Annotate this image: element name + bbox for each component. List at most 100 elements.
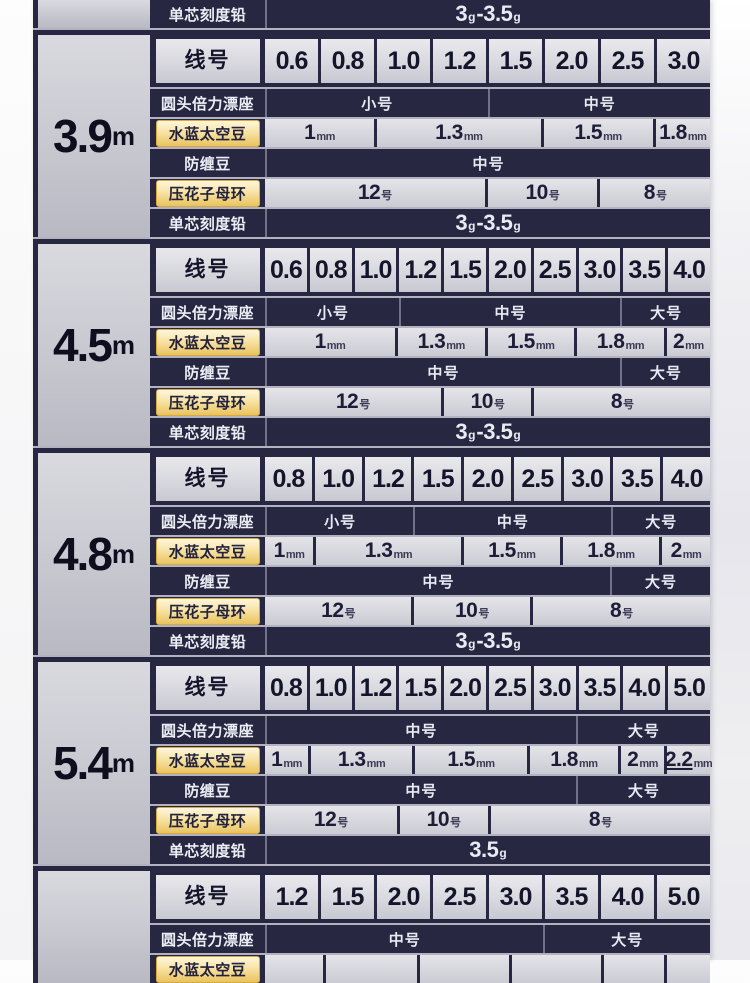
value-text: 2.0 <box>471 464 505 493</box>
row-label: 圆头倍力漂座 <box>160 304 254 322</box>
value-text: 大号 <box>627 782 660 800</box>
value-cell: 3 g -3.5 g <box>267 209 710 237</box>
value-unit: 号 <box>623 399 634 411</box>
spec-section: 3.9 m 线号 0.6 0.8 1.0 1.2 1.5 2.0 2.5 3.0 圆头倍力漂座 小号 中号… <box>33 35 710 239</box>
line-number-cell: 3.5 <box>613 457 661 501</box>
value-text: 1 <box>304 121 316 144</box>
spec-rows: 线号 1.2 1.5 2.0 2.5 3.0 3.5 4.0 5.0 圆头倍力漂座 中号 大号 水蓝太空… <box>150 871 710 983</box>
value-text: 1.5 <box>331 882 365 911</box>
line-number-cell: 3.5 <box>623 248 666 292</box>
value-unit: mm <box>639 758 658 770</box>
row-label-cell: 压花子母环 <box>150 597 265 625</box>
value-cell: 3.5 g <box>267 836 710 864</box>
value-cell: 3 g -3.5 g <box>267 627 710 655</box>
spec-rows: 线号 0.8 1.0 1.2 1.5 2.0 2.5 3.0 3.5 4.0 5.0 圆头倍力漂座 中号… <box>150 662 713 864</box>
spec-row: 圆头倍力漂座 中号 大号 <box>150 714 710 744</box>
row-label: 压花子母环 <box>155 597 260 625</box>
line-number-cell: 2.0 <box>488 248 531 292</box>
row-label: 圆头倍力漂座 <box>160 95 254 113</box>
spec-row: 单芯刻度铅 3 g -3.5 g <box>150 207 710 237</box>
value-text: 1.5 <box>574 121 603 144</box>
value-unit: mm <box>476 758 495 770</box>
value-cell: 中号 <box>267 776 576 804</box>
row-label-cell: 防缠豆 <box>150 776 265 804</box>
value-cell: 12 号 <box>265 388 441 416</box>
spec-row: 线号 0.6 0.8 1.0 1.2 1.5 2.0 2.5 3.0 <box>150 35 710 87</box>
value-cell: 2 mm <box>621 746 664 774</box>
row-label: 防缠豆 <box>184 364 231 382</box>
value-text: 3 <box>455 419 468 444</box>
line-number-cell: 1.5 <box>489 39 542 83</box>
row-label-cell: 水蓝太空豆 <box>150 537 265 565</box>
value-text: -3.5 <box>476 1 513 26</box>
line-number-cell: 2.5 <box>513 457 561 501</box>
spec-row: 单芯刻度铅 3 g -3.5 g <box>150 416 710 446</box>
row-label: 线号 <box>155 457 260 501</box>
value-text: 4.0 <box>628 673 661 702</box>
value-cells: 小号 中号 大号 <box>265 507 710 535</box>
spec-row: 防缠豆 中号 大号 <box>150 356 710 386</box>
value-text: 中号 <box>494 304 527 322</box>
value-cell: 1.3 mm <box>311 746 413 774</box>
value-cells: 12 号 10 号 8 号 <box>265 388 710 416</box>
value-text: 大号 <box>611 931 644 949</box>
value-cell: 1.3 mm <box>316 537 461 565</box>
value-text: 1.5 <box>488 539 516 562</box>
value-text: 小号 <box>361 95 394 113</box>
value-cell: 小号 <box>267 298 399 326</box>
value-text: 1 <box>273 539 286 562</box>
row-label: 防缠豆 <box>184 573 231 591</box>
value-cell: 12 号 <box>265 597 412 625</box>
line-number-cell: 3.5 <box>545 875 598 919</box>
value-unit: mm <box>463 131 483 143</box>
value-unit: g <box>468 219 477 233</box>
row-label-cell: 水蓝太空豆 <box>150 328 265 356</box>
spec-row: 水蓝太空豆 <box>150 953 710 983</box>
row-label: 线号 <box>155 248 260 292</box>
value-cell: 1.8 mm <box>655 119 710 147</box>
value-cell: 1 mm <box>265 537 314 565</box>
value-cell: 3 g -3.5 g <box>267 418 710 446</box>
value-cell: 中号 <box>267 358 620 386</box>
value-text: 3.0 <box>571 464 604 493</box>
value-text: 0.8 <box>331 46 365 75</box>
rod-length-cell: 5.4 m <box>38 662 150 864</box>
value-unit: 号 <box>493 399 505 411</box>
value-text: 2.0 <box>387 882 421 911</box>
value-cell: 中号 <box>267 716 576 744</box>
row-label: 压花子母环 <box>155 388 260 416</box>
value-cells: 小号 中号 <box>265 89 710 117</box>
value-text: 中号 <box>427 364 460 382</box>
value-text: 中号 <box>405 722 438 740</box>
value-text: 1.5 <box>499 46 533 75</box>
value-text: 3 <box>455 1 468 26</box>
value-text: 0.6 <box>275 46 309 75</box>
value-cells: 3 g -3.5 g <box>265 209 710 237</box>
line-number-cell: 1.2 <box>354 666 397 710</box>
row-label-cell: 单芯刻度铅 <box>150 418 265 446</box>
value-cell: 1.5 mm <box>415 746 527 774</box>
value-cell <box>666 955 710 983</box>
value-text: 10 <box>470 390 494 413</box>
value-cells: 1 mm 1.3 mm 1.5 mm 1.8 mm 2 mm 2.2 mm <box>265 746 713 774</box>
value-unit: 号 <box>622 608 633 620</box>
value-text: 3.0 <box>667 46 701 75</box>
value-unit: mm <box>693 758 713 770</box>
value-cell: 10 号 <box>487 179 598 207</box>
line-number-cell: 1.5 <box>414 457 462 501</box>
value-text: 12 <box>357 181 381 204</box>
value-cell: 1.8 mm <box>577 328 664 356</box>
line-number-cell: 2.5 <box>533 248 576 292</box>
rod-length-cell: 4.8 m <box>38 453 150 655</box>
value-text: 中号 <box>388 931 421 949</box>
row-label-cell: 线号 <box>150 244 265 296</box>
value-text: 8 <box>609 599 622 622</box>
row-label: 圆头倍力漂座 <box>160 931 254 949</box>
value-text: 12 <box>335 390 359 413</box>
value-text: 大号 <box>649 364 682 382</box>
value-unit: mm <box>285 549 305 561</box>
value-text: 中号 <box>496 513 529 531</box>
value-text: 3 <box>455 210 468 235</box>
